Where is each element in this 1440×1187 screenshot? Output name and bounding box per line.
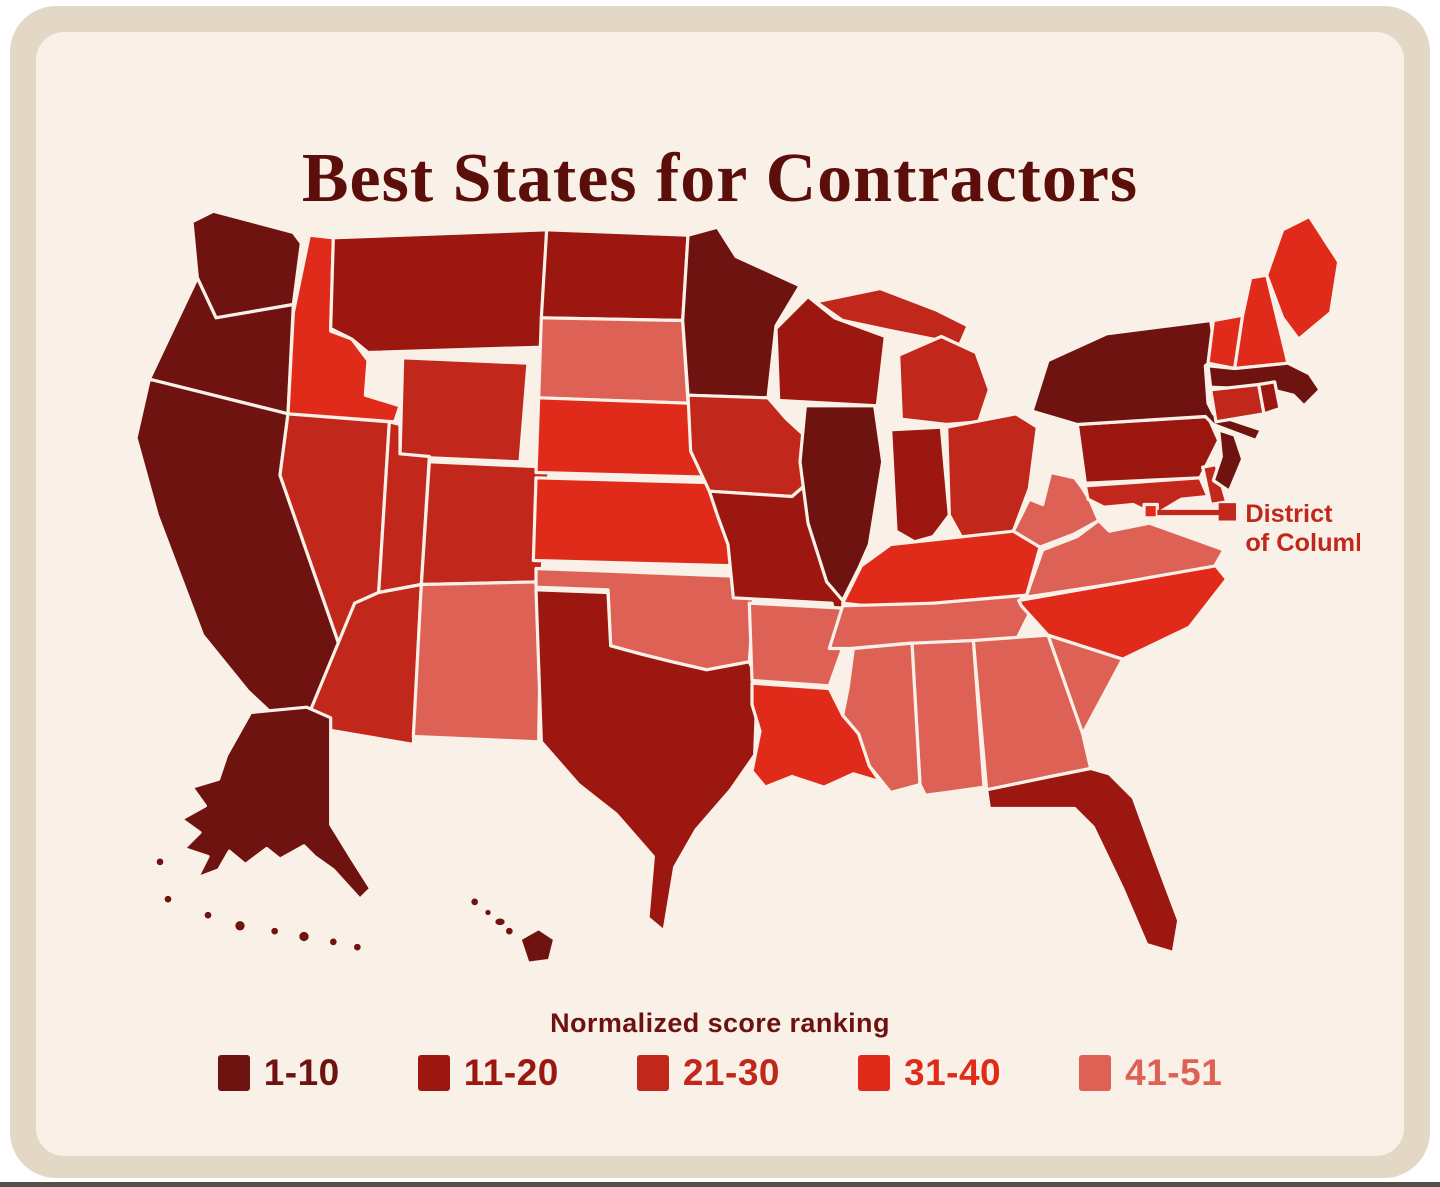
state-new-mexico [411,580,543,744]
page-title: Best States for Contractors [301,139,1139,217]
state-delaware [1201,462,1229,507]
hawaii-island [494,917,506,927]
state-colorado [419,460,551,587]
dc-callout-marker [1218,503,1236,521]
alaska-island [328,937,338,947]
state-connecticut [1209,382,1266,424]
legend: 1-10 11-20 21-30 31-40 41-51 [0,1052,1440,1094]
state-iowa [686,393,821,499]
state-maine [1265,214,1341,341]
legend-item: 31-40 [858,1052,1001,1094]
state-idaho [286,233,402,424]
state-district-of-columbia [1142,502,1159,520]
hawaii-island [484,908,492,917]
us-choropleth-map: District of Columbia [80,195,1393,1022]
state-north-dakota [539,228,690,323]
state-wisconsin [774,294,887,408]
state-michigan-upper [814,286,970,347]
state-rhode-island [1257,380,1282,416]
states-layer [134,209,1341,965]
legend-item: 11-20 [417,1052,559,1094]
legend-label: 31-40 [904,1052,1002,1093]
legend-label: 1-10 [263,1052,340,1093]
alaska-island [234,919,246,932]
alaska-island [163,894,173,904]
legend-swatch [217,1055,250,1091]
state-minnesota [681,225,802,400]
dc-label-line1: District [1245,500,1333,528]
state-west-virginia [1011,470,1101,549]
legend-label: 11-20 [463,1052,559,1093]
hawaii-big-island [518,926,557,965]
legend-swatch [858,1055,890,1091]
state-indiana [889,425,951,544]
state-ohio [945,412,1039,541]
legend-item: 21-30 [636,1052,780,1094]
legend-swatch [417,1055,450,1091]
hawaii-island [504,926,514,936]
state-florida [985,766,1181,955]
state-alaska [179,705,373,901]
map-svg: District of Columbia [134,209,1393,965]
legend-heading: Normalized score ranking [550,1008,890,1038]
state-mississippi [841,641,922,795]
state-new-hampshire [1233,273,1290,371]
state-north-carolina [1017,564,1229,661]
legend-swatch [1079,1055,1112,1091]
state-new-york [1030,318,1263,443]
state-arizona [302,582,423,747]
alaska-island [352,942,362,952]
alaska-island [298,930,310,943]
alaska-island [155,857,165,867]
legend-label: 21-30 [682,1052,780,1093]
state-texas [534,588,759,933]
alaska-island [203,910,213,920]
state-wyoming [398,356,530,464]
dc-label-line2: of Columbia [1245,529,1360,557]
legend-item: 1-10 [217,1052,340,1094]
state-south-dakota [537,316,690,405]
state-alabama [910,638,986,797]
legend-item: 41-51 [1079,1052,1222,1094]
legend-swatch [636,1055,669,1091]
bottom-edge-line [0,1182,1440,1187]
state-arkansas [747,601,853,688]
state-new-jersey [1211,428,1245,493]
state-pennsylvania [1075,414,1221,485]
state-michigan-lower [897,334,991,427]
alaska-island [269,926,280,936]
legend-label: 41-51 [1125,1052,1223,1093]
hawaii-island [469,897,480,907]
state-montana [329,228,549,355]
